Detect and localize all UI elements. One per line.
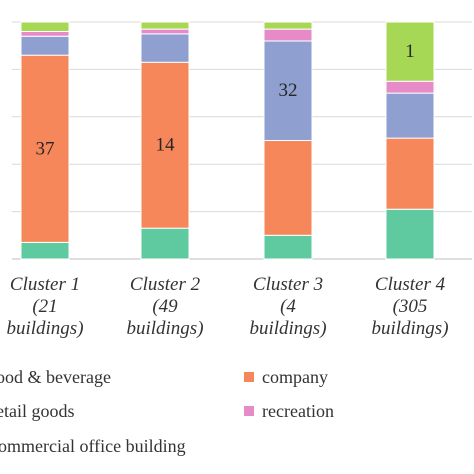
legend-item-recreation: recreation: [244, 401, 334, 421]
bar-segment-cluster3-recreation: [263, 28, 313, 42]
bar-segment-cluster1-food-beverage: [20, 21, 70, 32]
bar-segment-cluster1-commercial-office-building: [20, 241, 70, 260]
x-tick-label-line: Cluster 4: [374, 274, 446, 295]
x-tick-label-line: Cluster 2: [129, 274, 201, 295]
legend-label: company: [262, 367, 328, 387]
x-tick-label-cluster1: Cluster 1 (21 buildings): [0, 274, 105, 340]
bar-segment-cluster1-company: [20, 54, 70, 243]
legend-item-company: company: [244, 367, 328, 387]
bar-segment-cluster3-retail-goods: [263, 40, 313, 141]
x-tick-label-line: (49: [152, 296, 178, 317]
x-tick-label-cluster4: Cluster 4 (305 buildings): [350, 274, 470, 340]
legend-swatch: [244, 406, 254, 416]
bar-segment-cluster2-retail-goods: [140, 33, 190, 63]
x-tick-label-line: (21: [32, 296, 58, 317]
legend-item-retail-goods: retail goods: [0, 401, 74, 421]
x-tick-label-line: buildings): [6, 318, 84, 339]
data-label-cluster2: 14: [156, 135, 176, 156]
bar-segment-cluster1-recreation: [20, 30, 70, 37]
x-tick-label-line: Cluster 1: [9, 274, 81, 295]
bar-segment-cluster2-food-beverage: [140, 21, 190, 30]
legend-label: commercial office building: [0, 436, 186, 456]
bar-segment-cluster2-commercial-office-building: [140, 227, 190, 260]
legend-label: recreation: [262, 401, 334, 421]
bar-segment-cluster2-company: [140, 61, 190, 229]
bar-segment-cluster1-retail-goods: [20, 35, 70, 56]
bar-segment-cluster3-food-beverage: [263, 21, 313, 30]
legend-item-commercial-office-building: commercial office building: [0, 436, 186, 456]
bar-segment-cluster4-retail-goods: [385, 92, 435, 139]
legend-label: food & beverage: [0, 367, 111, 387]
bar-segment-cluster4-recreation: [385, 80, 435, 94]
bar-segment-cluster2-recreation: [140, 28, 190, 35]
bar-segment-cluster4-food-beverage: [385, 21, 435, 82]
legend-label: retail goods: [0, 401, 75, 421]
legend-swatch: [244, 372, 254, 382]
bar-segment-cluster4-commercial-office-building: [385, 208, 435, 260]
bar-segment-cluster3-commercial-office-building: [263, 234, 313, 260]
bar-segment-cluster4-company: [385, 137, 435, 210]
x-tick-label-line: (4: [280, 296, 296, 317]
x-tick-label-line: buildings): [249, 318, 327, 339]
data-label-cluster3: 32: [279, 80, 298, 101]
data-label-cluster1: 37: [36, 138, 55, 159]
x-tick-label-line: Cluster 3: [252, 274, 324, 295]
legend-item-food-beverage: food & beverage: [0, 367, 111, 387]
data-label-cluster4: 1: [405, 41, 415, 62]
x-tick-label-line: buildings): [371, 318, 449, 339]
x-tick-label-line: buildings): [126, 318, 204, 339]
bar-segment-cluster3-company: [263, 140, 313, 236]
x-tick-label-cluster2: Cluster 2 (49 buildings): [105, 274, 225, 340]
x-tick-label-line: (305: [392, 296, 428, 317]
x-tick-label-cluster3: Cluster 3 (4 buildings): [228, 274, 348, 340]
